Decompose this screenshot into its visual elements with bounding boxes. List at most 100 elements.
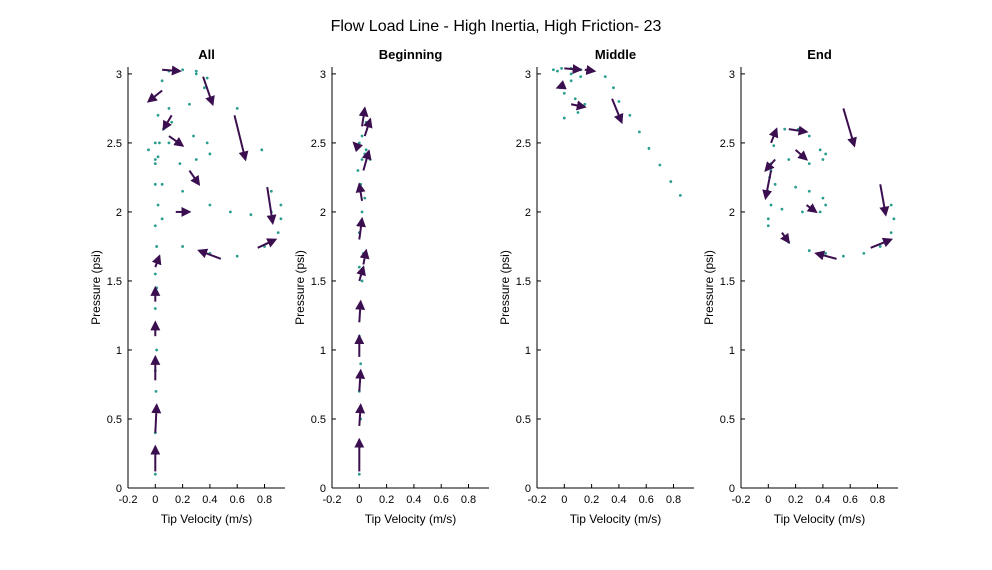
- flow-arrow: [162, 65, 182, 76]
- data-point: [824, 203, 828, 207]
- data-point: [794, 185, 798, 189]
- y-tick-label: 1: [116, 345, 122, 357]
- flow-arrow: [359, 248, 370, 265]
- flow-arrow: [151, 403, 162, 433]
- x-tick-label: 0: [765, 494, 771, 506]
- y-tick-label: 1.5: [516, 276, 531, 288]
- data-point: [356, 169, 360, 172]
- data-point: [892, 217, 896, 221]
- y-axis-label: Pressure (psi): [293, 250, 307, 325]
- data-point: [807, 249, 811, 252]
- data-point: [235, 254, 239, 258]
- flow-arrow: [555, 80, 567, 90]
- flow-arrow: [146, 89, 163, 103]
- flow-arrow: [356, 216, 366, 240]
- y-tick-label: 2.5: [516, 138, 531, 150]
- flow-arrow: [564, 64, 583, 75]
- y-axis-label: Pressure (psi): [498, 250, 512, 325]
- data-point: [279, 217, 283, 221]
- data-point: [153, 182, 157, 186]
- data-point: [235, 107, 239, 110]
- flow-arrow: [257, 238, 278, 249]
- x-tick-label: 0.6: [230, 494, 245, 506]
- flow-arrow: [355, 368, 366, 392]
- flow-arrow: [188, 169, 201, 186]
- data-point: [569, 72, 573, 76]
- x-tick-label: 0.8: [666, 494, 681, 506]
- x-tick-label: -0.2: [732, 494, 751, 506]
- y-tick-label: 2: [320, 207, 326, 219]
- x-tick-label: -0.2: [119, 494, 138, 506]
- flow-arrow: [197, 248, 222, 260]
- data-point: [773, 182, 777, 186]
- flow-arrow: [788, 125, 809, 136]
- x-axis-label: Tip Velocity (m/s): [570, 512, 662, 526]
- data-point: [783, 127, 787, 131]
- flow-arrow: [162, 114, 173, 131]
- data-point: [276, 231, 280, 235]
- data-point: [208, 152, 212, 156]
- data-point: [637, 130, 641, 134]
- data-point: [359, 362, 363, 366]
- data-point: [228, 210, 232, 214]
- panel-title: Beginning: [379, 47, 443, 62]
- data-point: [167, 141, 171, 145]
- flow-arrow: [358, 106, 369, 127]
- y-tick-label: 2.5: [720, 138, 735, 150]
- data-point: [208, 203, 212, 207]
- data-point: [821, 196, 825, 200]
- x-tick-label: 0.4: [406, 494, 421, 506]
- flow-arrow: [584, 65, 597, 75]
- y-axis-label: Pressure (psi): [89, 250, 103, 325]
- data-point: [181, 245, 185, 248]
- y-tick-label: 0: [525, 483, 531, 495]
- data-point: [818, 148, 822, 152]
- data-point: [807, 189, 811, 193]
- flow-arrow: [762, 170, 773, 201]
- x-tick-label: 0.6: [639, 494, 654, 506]
- data-point: [583, 102, 587, 106]
- data-point: [801, 210, 804, 214]
- data-point: [862, 251, 866, 255]
- x-axis-label: Tip Velocity (m/s): [365, 512, 457, 526]
- data-point: [153, 158, 157, 161]
- flow-arrow: [768, 127, 779, 144]
- data-point: [188, 102, 191, 106]
- y-tick-label: 2.5: [311, 138, 326, 150]
- y-axis-label: Pressure (psi): [702, 250, 716, 325]
- data-point: [368, 158, 372, 161]
- data-point: [612, 86, 615, 90]
- y-tick-label: 1.5: [107, 276, 122, 288]
- data-point: [158, 141, 161, 145]
- flow-arrow: [355, 403, 366, 426]
- data-point: [579, 75, 583, 79]
- y-tick-label: 0.5: [107, 414, 122, 426]
- y-tick-label: 0.5: [720, 414, 735, 426]
- data-point: [889, 203, 893, 207]
- panel-title: Middle: [595, 47, 636, 62]
- data-point: [364, 148, 368, 152]
- x-axis-label: Tip Velocity (m/s): [774, 512, 866, 526]
- y-tick-label: 1: [729, 345, 735, 357]
- x-tick-label: 0: [356, 494, 362, 506]
- y-tick-label: 0: [729, 483, 735, 495]
- data-point: [628, 113, 632, 117]
- data-point: [821, 158, 825, 161]
- data-point: [203, 86, 206, 90]
- data-point: [357, 265, 361, 269]
- data-point: [617, 100, 621, 103]
- x-tick-label: -0.2: [323, 494, 342, 506]
- data-point: [181, 189, 185, 193]
- x-tick-label: 0.4: [815, 494, 830, 506]
- x-tick-label: 0.8: [870, 494, 885, 506]
- data-point: [562, 116, 566, 120]
- data-point: [153, 224, 157, 228]
- y-tick-label: 2: [116, 207, 122, 219]
- data-point: [878, 245, 882, 248]
- data-point: [772, 144, 776, 148]
- data-point: [156, 155, 160, 159]
- y-tick-label: 1.5: [720, 276, 735, 288]
- data-point: [170, 120, 174, 124]
- data-point: [562, 91, 566, 95]
